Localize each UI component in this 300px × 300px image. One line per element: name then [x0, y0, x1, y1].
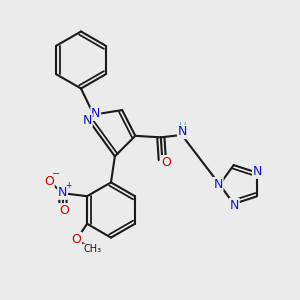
Text: +: + [65, 181, 71, 190]
Text: N: N [58, 186, 67, 199]
Text: CH₃: CH₃ [83, 244, 101, 254]
Text: O: O [44, 175, 54, 188]
Text: O: O [72, 232, 82, 246]
Text: N: N [253, 165, 262, 178]
Text: H: H [179, 122, 187, 132]
Text: O: O [59, 204, 69, 217]
Text: N: N [178, 125, 187, 138]
Text: N: N [91, 107, 100, 120]
Text: O: O [161, 156, 171, 169]
Text: N: N [213, 178, 223, 191]
Text: N: N [230, 199, 239, 212]
Text: N: N [82, 114, 92, 127]
Text: −: − [52, 169, 60, 178]
